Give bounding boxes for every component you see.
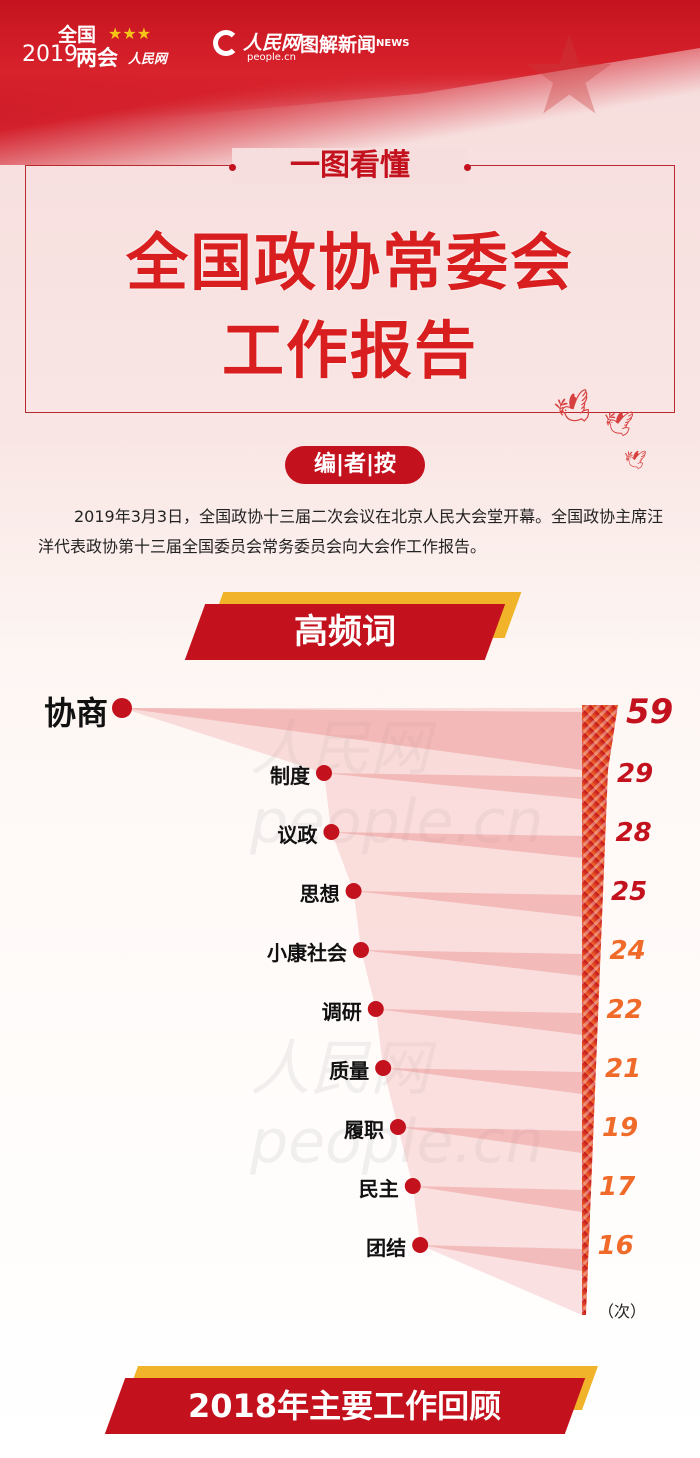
- value-label: 28: [615, 818, 652, 848]
- news-logo: 图解新闻: [300, 34, 377, 56]
- event-logo-text: 两会: [76, 46, 118, 70]
- dot-小康社会: [352, 942, 369, 958]
- watermark: 人民网 people.cn: [250, 700, 700, 857]
- wedge-民主: [412, 1186, 582, 1212]
- watermark: 人民网 people.cn: [250, 1034, 544, 1177]
- editor-note-text: 2019年3月3日，全国政协十三届二次会议在北京人民大会堂开幕。全国政协主席汪洋…: [38, 507, 664, 556]
- section-title-text: 高频词: [294, 612, 396, 652]
- dot-议政: [323, 824, 340, 840]
- section-title-high-frequency: 高频词: [184, 604, 506, 660]
- star-decoration-icon: ★: [520, 11, 619, 139]
- category-label: 团结: [366, 1236, 407, 1260]
- value-label: 24: [609, 936, 646, 966]
- wedge-制度: [324, 773, 582, 799]
- wedge-团结: [420, 1245, 582, 1271]
- wedge-思想: [353, 891, 582, 917]
- dot-民主: [404, 1178, 421, 1194]
- dot-团结: [412, 1237, 429, 1253]
- dove-icon: 🕊: [604, 410, 635, 438]
- category-label: 小康社会: [266, 941, 347, 965]
- section-title-review: 2018年主要工作回顾: [104, 1378, 586, 1434]
- value-label: 25: [611, 877, 648, 907]
- value-label: 22: [606, 995, 643, 1025]
- category-label: 议政: [277, 823, 318, 847]
- category-label: 制度: [270, 764, 310, 788]
- wedge-小康社会: [360, 950, 582, 976]
- dot-履职: [389, 1119, 406, 1135]
- event-logo-top: 全国: [58, 24, 97, 46]
- frequency-chart: [112, 698, 618, 1315]
- value-label: 29: [617, 759, 654, 789]
- wedge-议政: [331, 832, 582, 858]
- people-logo: 人民网: [243, 32, 301, 54]
- dove-icon: 🕊: [624, 450, 647, 471]
- wedge-履职: [397, 1127, 582, 1153]
- value-label: 21: [605, 1054, 642, 1084]
- people-logo-icon: [213, 30, 239, 56]
- frequency-bar: [582, 705, 618, 1315]
- wedge-调研: [375, 1009, 582, 1035]
- title-line1: 全国政协常委会: [125, 226, 574, 299]
- dot-质量: [375, 1060, 392, 1076]
- section-title-text: 2018年主要工作回顾: [188, 1387, 502, 1425]
- category-label: 思想: [299, 882, 340, 906]
- stars-icon: ★★★: [108, 24, 152, 43]
- event-logo-year: 2019: [22, 42, 78, 67]
- value-label: 59: [626, 692, 674, 732]
- title-line2: 工作报告: [221, 314, 478, 387]
- news-logo-suffix: NEWS: [376, 38, 410, 49]
- dot-协商: [112, 698, 132, 718]
- dot-调研: [367, 1001, 384, 1017]
- category-label: 民主: [358, 1177, 399, 1201]
- category-label: 协商: [43, 694, 108, 732]
- people-logo-small: 人民网: [128, 52, 168, 67]
- category-label: 调研: [321, 1000, 362, 1024]
- dot-制度: [316, 765, 332, 781]
- dot-思想: [345, 883, 362, 899]
- title-kicker: 一图看懂: [232, 148, 468, 184]
- wedge-协商: [122, 708, 582, 770]
- editor-note-badge: 编|者|按: [285, 446, 425, 484]
- category-label: 履职: [343, 1118, 384, 1142]
- wedge-质量: [383, 1068, 582, 1094]
- chart-area: [122, 708, 582, 1315]
- people-domain: people.cn: [247, 52, 296, 63]
- value-label: 16: [597, 1231, 634, 1261]
- value-label: 19: [602, 1113, 639, 1143]
- value-label: 17: [599, 1172, 636, 1202]
- frame-dot: [229, 164, 236, 171]
- category-label: 质量: [329, 1059, 370, 1083]
- frame-dot: [464, 164, 471, 171]
- unit-label: （次）: [598, 1302, 647, 1321]
